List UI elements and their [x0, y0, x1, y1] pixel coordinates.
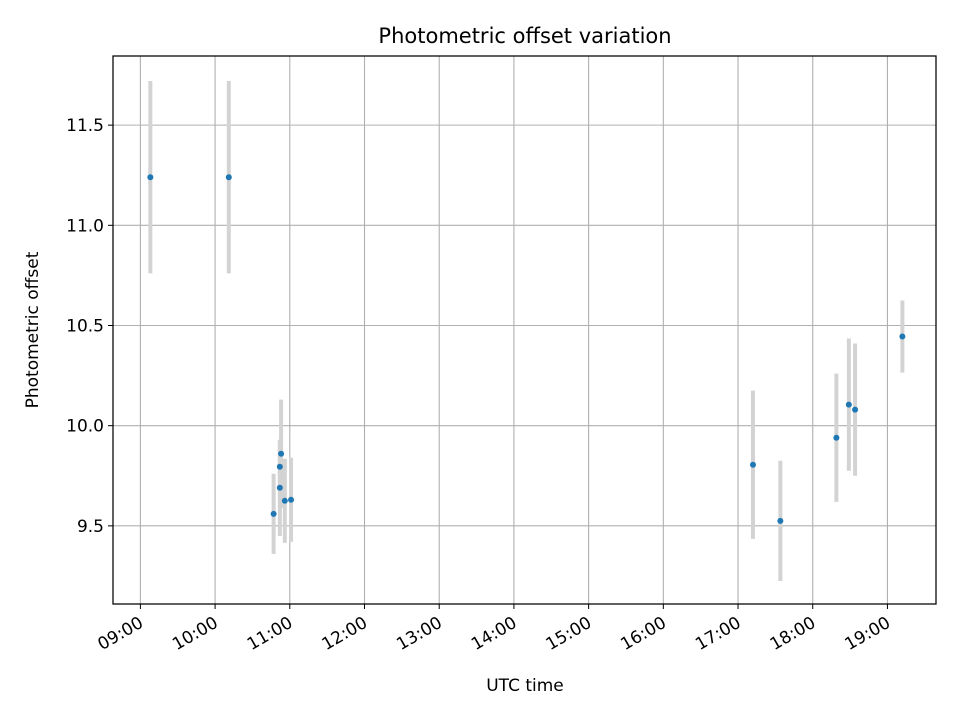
y-tick-label: 11.5	[66, 116, 104, 136]
y-axis-label: Photometric offset	[23, 251, 43, 408]
data-point	[147, 174, 154, 181]
data-point	[270, 510, 277, 517]
y-tick-label: 9.5	[77, 517, 104, 537]
y-tick-label: 11.0	[66, 216, 104, 236]
data-point	[281, 497, 288, 504]
y-tick-label: 10.0	[66, 417, 104, 437]
data-point	[899, 333, 906, 340]
data-point	[288, 496, 295, 503]
data-point	[276, 484, 283, 491]
data-point	[777, 517, 784, 524]
grid	[113, 56, 936, 604]
x-axis-label: UTC time	[486, 676, 564, 696]
data-point	[225, 174, 232, 181]
data-point	[278, 450, 285, 457]
y-axis-ticks: 9.5 10.0 10.5 11.0 11.5	[66, 116, 113, 537]
data-point	[845, 401, 852, 408]
data-point	[749, 461, 756, 468]
chart-title: Photometric offset variation	[378, 24, 671, 48]
data-points	[147, 174, 906, 524]
y-tick-label: 10.5	[66, 316, 104, 336]
data-point	[833, 434, 840, 441]
data-point	[852, 406, 859, 413]
data-point	[276, 463, 283, 470]
plot-frame	[112, 55, 937, 605]
